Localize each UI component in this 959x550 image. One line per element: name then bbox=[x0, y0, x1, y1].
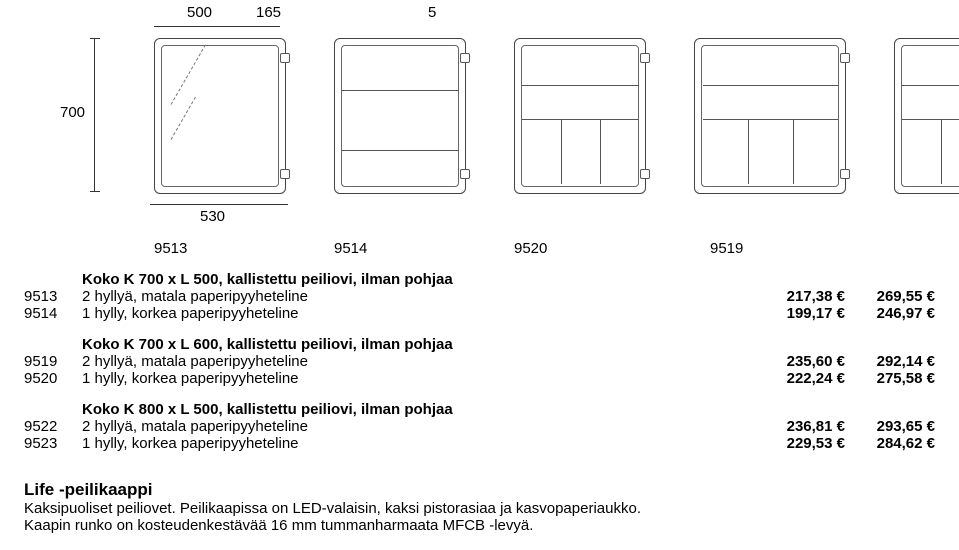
product-row: 95192 hyllyä, matala paperipyyheteline23… bbox=[24, 353, 935, 370]
product-code: 9519 bbox=[24, 353, 82, 370]
section-heading-row: Koko K 700 x L 600, kallistettu peiliovi… bbox=[24, 336, 935, 353]
price-1: 222,24 € bbox=[763, 370, 845, 387]
dim-line-bottom bbox=[150, 204, 288, 206]
cabinet-extra bbox=[894, 38, 959, 194]
price-2: 269,55 € bbox=[845, 288, 935, 305]
model-3: 9519 bbox=[710, 240, 890, 257]
product-code: 9513 bbox=[24, 288, 82, 305]
product-row: 95231 hylly, korkea paperipyyheteline229… bbox=[24, 435, 935, 452]
cabinet-9514 bbox=[334, 38, 466, 194]
product-row: 95132 hyllyä, matala paperipyyheteline21… bbox=[24, 288, 935, 305]
bottom-title: Life -peilikaappi bbox=[24, 480, 935, 500]
price-1: 217,38 € bbox=[763, 288, 845, 305]
cabinet-9520 bbox=[514, 38, 646, 194]
dim-extra: 5 bbox=[428, 4, 436, 21]
price-2: 293,65 € bbox=[845, 418, 935, 435]
price-2: 284,62 € bbox=[845, 435, 935, 452]
model-2: 9520 bbox=[514, 240, 710, 257]
product-code: 9522 bbox=[24, 418, 82, 435]
section-heading-row: Koko K 800 x L 500, kallistettu peiliovi… bbox=[24, 401, 935, 418]
dim-line-top bbox=[154, 26, 280, 28]
section-heading-row: Koko K 700 x L 500, kallistettu peiliovi… bbox=[24, 271, 935, 288]
diagram-area: 500 165 5 700 530 bbox=[24, 12, 935, 232]
product-desc: 1 hylly, korkea paperipyyheteline bbox=[82, 305, 763, 322]
section-title: Koko K 700 x L 500, kallistettu peiliovi… bbox=[82, 271, 763, 288]
product-desc: 2 hyllyä, matala paperipyyheteline bbox=[82, 353, 763, 370]
dim-line-vertical bbox=[94, 38, 96, 192]
bottom-caption: Life -peilikaappi Kaksipuoliset peiliove… bbox=[24, 480, 935, 534]
cabinet-9519 bbox=[694, 38, 846, 194]
price-1: 236,81 € bbox=[763, 418, 845, 435]
section-title: Koko K 800 x L 500, kallistettu peiliovi… bbox=[82, 401, 763, 418]
cabinet-row bbox=[154, 38, 959, 194]
model-1: 9514 bbox=[334, 240, 514, 257]
dim-width: 500 bbox=[187, 4, 212, 21]
product-desc: 1 hylly, korkea paperipyyheteline bbox=[82, 435, 763, 452]
product-code: 9514 bbox=[24, 305, 82, 322]
bottom-line1: Kaksipuoliset peiliovet. Peilikaapissa o… bbox=[24, 500, 935, 517]
price-1: 235,60 € bbox=[763, 353, 845, 370]
section-title: Koko K 700 x L 600, kallistettu peiliovi… bbox=[82, 336, 763, 353]
bottom-line2: Kaapin runko on kosteudenkestävää 16 mm … bbox=[24, 517, 935, 534]
product-row: 95201 hylly, korkea paperipyyheteline222… bbox=[24, 370, 935, 387]
dim-height: 700 bbox=[60, 104, 85, 121]
dim-depth: 165 bbox=[256, 4, 281, 21]
product-section: Koko K 800 x L 500, kallistettu peiliovi… bbox=[24, 401, 935, 452]
price-2: 292,14 € bbox=[845, 353, 935, 370]
product-code: 9523 bbox=[24, 435, 82, 452]
product-desc: 2 hyllyä, matala paperipyyheteline bbox=[82, 288, 763, 305]
product-section: Koko K 700 x L 600, kallistettu peiliovi… bbox=[24, 336, 935, 387]
product-desc: 2 hyllyä, matala paperipyyheteline bbox=[82, 418, 763, 435]
cabinet-9513 bbox=[154, 38, 286, 194]
product-row: 95222 hyllyä, matala paperipyyheteline23… bbox=[24, 418, 935, 435]
price-1: 229,53 € bbox=[763, 435, 845, 452]
product-section: Koko K 700 x L 500, kallistettu peiliovi… bbox=[24, 271, 935, 322]
model-numbers-row: 9513 9514 9520 9519 bbox=[24, 240, 935, 257]
model-0: 9513 bbox=[154, 240, 334, 257]
product-desc: 1 hylly, korkea paperipyyheteline bbox=[82, 370, 763, 387]
price-2: 275,58 € bbox=[845, 370, 935, 387]
dim-outer-width: 530 bbox=[200, 208, 225, 225]
product-row: 95141 hylly, korkea paperipyyheteline199… bbox=[24, 305, 935, 322]
price-1: 199,17 € bbox=[763, 305, 845, 322]
product-code: 9520 bbox=[24, 370, 82, 387]
price-2: 246,97 € bbox=[845, 305, 935, 322]
